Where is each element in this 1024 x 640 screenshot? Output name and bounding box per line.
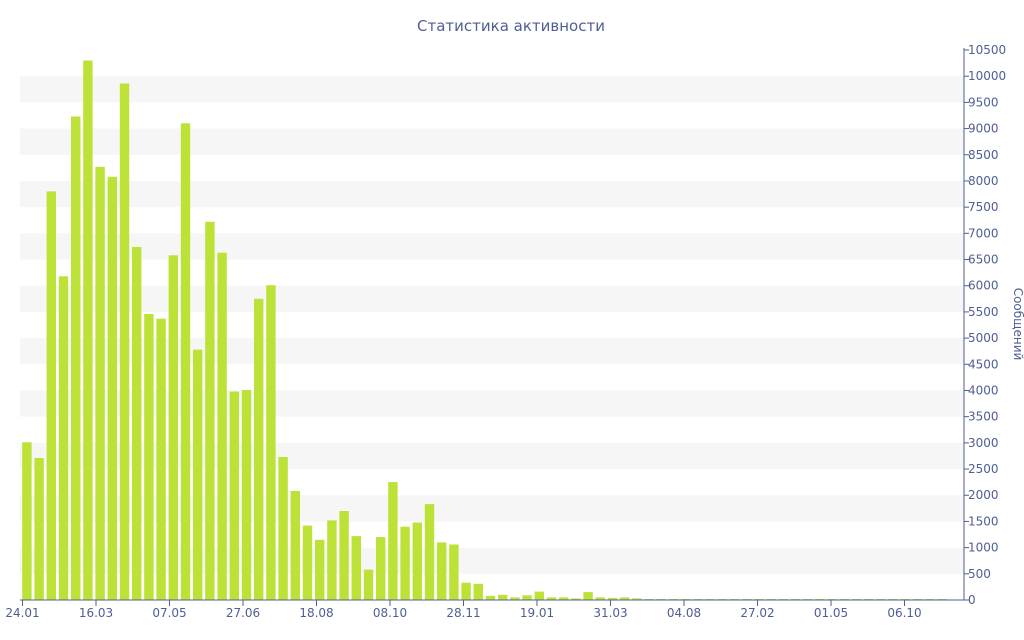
bar <box>400 526 410 600</box>
x-tick-label: 31.03 <box>593 606 627 620</box>
y-tick-label: 1500 <box>968 514 999 528</box>
bar <box>217 252 227 600</box>
y-tick-label: 2000 <box>968 488 999 502</box>
grid-band <box>20 180 964 208</box>
bar <box>132 247 142 600</box>
y-tick-label: 4500 <box>968 357 999 371</box>
bar <box>315 539 325 600</box>
x-tick-label: 27.02 <box>740 606 774 620</box>
bar <box>229 391 239 600</box>
bar <box>327 520 337 600</box>
bar <box>534 591 544 600</box>
y-tick-label: 3000 <box>968 436 999 450</box>
y-tick-label: 0 <box>968 593 976 607</box>
bar <box>278 457 288 600</box>
y-tick-label: 8000 <box>968 174 999 188</box>
grid-band <box>20 285 964 312</box>
x-tick-label: 27.06 <box>226 606 260 620</box>
bar <box>583 592 593 600</box>
x-tick-label: 08.10 <box>373 606 407 620</box>
bar <box>351 536 361 600</box>
y-tick-label: 7500 <box>968 200 999 214</box>
bars <box>22 60 947 601</box>
bar <box>95 166 105 601</box>
y-tick-label: 8500 <box>968 148 999 162</box>
bar <box>156 318 166 600</box>
y-tick-label: 10500 <box>968 43 1006 57</box>
x-tick-label: 04.08 <box>667 606 701 620</box>
y-axis-label: Сообщений <box>1011 288 1024 361</box>
bar <box>193 349 203 600</box>
y-tick-label: 3500 <box>968 410 999 424</box>
x-tick-label: 18.08 <box>299 606 333 620</box>
bar <box>449 544 459 600</box>
y-tick-label: 2500 <box>968 462 999 476</box>
grid-band <box>20 76 964 103</box>
grid-band <box>20 128 964 155</box>
y-tick-label: 5000 <box>968 331 999 345</box>
bar <box>71 116 81 600</box>
bar <box>620 597 630 600</box>
bar <box>241 390 252 600</box>
bar <box>607 597 618 600</box>
bar <box>510 597 520 600</box>
bar <box>34 458 44 600</box>
bar <box>119 83 130 600</box>
y-tick-label: 5500 <box>968 305 999 319</box>
x-tick-label: 19.01 <box>520 606 554 620</box>
bar <box>473 583 483 600</box>
bar <box>180 123 191 601</box>
bar <box>83 60 93 600</box>
x-tick-label: 16.03 <box>79 606 113 620</box>
x-tick-label: 07.05 <box>152 606 186 620</box>
bar <box>290 491 300 600</box>
bar <box>388 482 398 600</box>
bar <box>363 569 374 600</box>
y-axis: 0 500 1000 1500 2000 2500 3000 3500 4000 4500 5000… <box>963 43 1006 607</box>
y-tick-label: 1000 <box>968 541 999 555</box>
chart-title: Статистика активности <box>417 17 605 35</box>
bar <box>546 597 557 600</box>
bar <box>107 176 117 601</box>
bar <box>437 542 447 600</box>
x-tick-label: 01.05 <box>814 606 848 620</box>
bar <box>571 598 581 600</box>
bar <box>46 191 56 600</box>
bar <box>522 595 532 600</box>
y-tick-label: 9500 <box>968 95 999 109</box>
bar <box>58 276 69 600</box>
y-tick-label: 10000 <box>968 69 1006 83</box>
grid-band <box>20 233 964 260</box>
x-axis: 24.01 16.03 07.05 27.06 18.08 08.10 28.11 19.01… <box>5 599 964 620</box>
x-tick-label: 24.01 <box>5 606 39 620</box>
bar <box>424 504 435 600</box>
y-tick-label: 7000 <box>968 226 999 240</box>
bar <box>461 582 471 600</box>
y-tick-label: 6500 <box>968 253 999 267</box>
bar <box>266 285 276 600</box>
bar <box>254 298 264 600</box>
bar <box>168 255 178 601</box>
y-tick-label: 9000 <box>968 122 999 136</box>
bar <box>205 221 215 601</box>
y-tick-label: 6000 <box>968 279 999 293</box>
y-tick-label: 500 <box>968 567 991 581</box>
bar <box>485 595 496 600</box>
bar <box>376 537 386 600</box>
bar <box>498 594 508 600</box>
bar <box>595 597 605 600</box>
bar <box>22 442 32 600</box>
x-tick-label: 28.11 <box>446 606 480 620</box>
bar <box>302 525 313 600</box>
bar <box>412 522 422 600</box>
bar <box>144 314 154 600</box>
y-tick-label: 4000 <box>968 383 999 397</box>
bar <box>559 597 569 600</box>
bar <box>339 511 349 600</box>
x-tick-label: 06.10 <box>887 606 921 620</box>
bar <box>632 598 642 600</box>
